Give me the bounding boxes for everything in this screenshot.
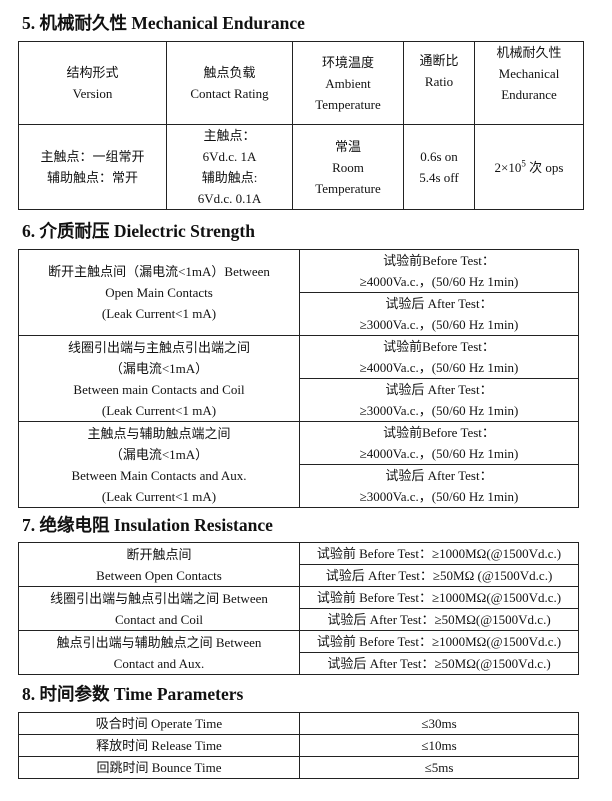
dielectric-before-test: 试验前Before Test： ≥4000Va.c.，(50/60 Hz 1min…	[299, 421, 579, 465]
cell-ratio: 0.6s on 5.4s off	[403, 124, 475, 210]
dielectric-condition: 线圈引出端与主触点引出端之间 （漏电流<1mA） Between main Cont…	[18, 335, 300, 422]
dielectric-condition: 主触点与辅助触点端之间 （漏电流<1mA） Between Main Contact…	[18, 421, 300, 508]
dielectric-after-test: 试验后 After Test： ≥3000Va.c.，(50/60 Hz 1min…	[299, 292, 579, 336]
dielectric-strength-table: 断开主触点间（漏电流<1mA）Between Open Main Contacts…	[18, 249, 579, 508]
time-parameter-value: ≤10ms	[299, 734, 579, 757]
cell-mech-endurance: 2×105 次 ops	[474, 124, 584, 210]
mechanical-endurance-table: 结构形式 Version 触点负载 Contact Rating 环境温度 Ambie…	[18, 41, 584, 210]
dielectric-condition: 断开主触点间（漏电流<1mA）Between Open Main Contacts…	[18, 249, 300, 336]
section-6-heading: 6. 介质耐压 Dielectric Strength	[22, 221, 255, 241]
insulation-condition: 触点引出端与辅助触点之间 Between Contact and Aux.	[18, 630, 300, 675]
cell-version: 主触点：一组常开 辅助触点：常开	[18, 124, 167, 210]
cell-ambient-temp: 常温 Room Temperature	[292, 124, 404, 210]
insulation-after-test: 试验后 After Test：≥50MΩ(@1500Vd.c.)	[299, 608, 579, 631]
time-row: 回跳时间 Bounce Time ≤5ms	[18, 756, 579, 779]
header-ratio: 通断比 Ratio	[403, 41, 475, 125]
dielectric-before-test: 试验前Before Test： ≥4000Va.c.，(50/60 Hz 1min…	[299, 249, 579, 293]
section-7-heading: 7. 绝缘电阻 Insulation Resistance	[22, 515, 273, 535]
time-parameter-label: 释放时间 Release Time	[18, 734, 300, 757]
insulation-after-test: 试验后 After Test：≥50MΩ (@1500Vd.c.)	[299, 564, 579, 587]
dielectric-after-test: 试验后 After Test： ≥3000Va.c.，(50/60 Hz 1min…	[299, 378, 579, 422]
header-mech-endurance: 机械耐久性 Mechanical Endurance	[474, 41, 584, 125]
time-row: 释放时间 Release Time ≤10ms	[18, 734, 579, 757]
header-ambient-temp: 环境温度 Ambient Temperature	[292, 41, 404, 125]
time-parameter-label: 回跳时间 Bounce Time	[18, 756, 300, 779]
insulation-after-test: 试验后 After Test：≥50MΩ(@1500Vd.c.)	[299, 652, 579, 675]
time-parameters-table: 吸合时间 Operate Time ≤30ms 释放时间 Release Time ≤…	[18, 712, 579, 779]
dielectric-row: 主触点与辅助触点端之间 （漏电流<1mA） Between Main Contact…	[18, 421, 579, 508]
insulation-condition: 断开触点间 Between Open Contacts	[18, 542, 300, 587]
cell-contact-rating: 主触点： 6Vd.c. 1A 辅助触点: 6Vd.c. 0.1A	[166, 124, 293, 210]
dielectric-row: 断开主触点间（漏电流<1mA）Between Open Main Contacts…	[18, 249, 579, 336]
section-5-heading: 5. 机械耐久性 Mechanical Endurance	[22, 13, 305, 33]
insulation-before-test: 试验前 Before Test：≥1000MΩ(@1500Vd.c.)	[299, 542, 579, 565]
time-parameter-label: 吸合时间 Operate Time	[18, 712, 300, 735]
time-row: 吸合时间 Operate Time ≤30ms	[18, 712, 579, 735]
insulation-before-test: 试验前 Before Test：≥1000MΩ(@1500Vd.c.)	[299, 630, 579, 653]
insulation-before-test: 试验前 Before Test：≥1000MΩ(@1500Vd.c.)	[299, 586, 579, 609]
time-parameter-value: ≤30ms	[299, 712, 579, 735]
dielectric-row: 线圈引出端与主触点引出端之间 （漏电流<1mA） Between main Cont…	[18, 335, 579, 422]
dielectric-before-test: 试验前Before Test： ≥4000Va.c.，(50/60 Hz 1min…	[299, 335, 579, 379]
header-contact-rating: 触点负载 Contact Rating	[166, 41, 293, 125]
insulation-resistance-table: 断开触点间 Between Open Contacts 试验前 Before Tes…	[18, 542, 579, 675]
insulation-condition: 线圈引出端与触点引出端之间 Between Contact and Coil	[18, 586, 300, 631]
header-version: 结构形式 Version	[18, 41, 167, 125]
insulation-row: 线圈引出端与触点引出端之间 Between Contact and Coil 试验前…	[18, 586, 579, 631]
section-8-heading: 8. 时间参数 Time Parameters	[22, 684, 244, 704]
time-parameter-value: ≤5ms	[299, 756, 579, 779]
insulation-row: 触点引出端与辅助触点之间 Between Contact and Aux. 试验前 …	[18, 630, 579, 675]
dielectric-after-test: 试验后 After Test： ≥3000Va.c.，(50/60 Hz 1min…	[299, 464, 579, 508]
insulation-row: 断开触点间 Between Open Contacts 试验前 Before Tes…	[18, 542, 579, 587]
